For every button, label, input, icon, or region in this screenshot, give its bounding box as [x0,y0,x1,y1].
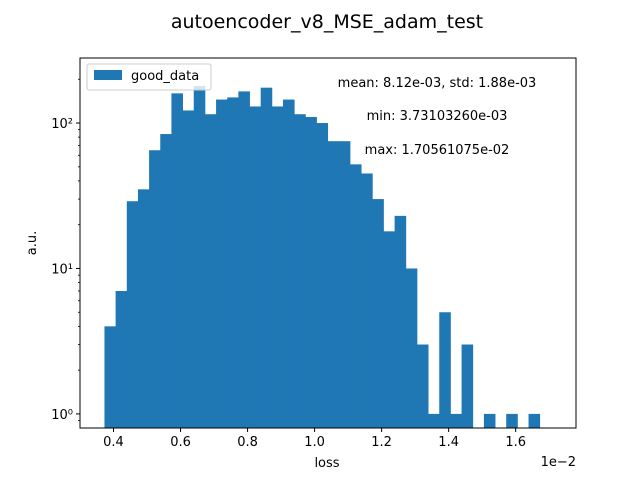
histogram-bar [461,344,474,428]
legend-swatch [94,70,122,80]
chart-title: autoencoder_v8_MSE_adam_test [171,11,483,33]
x-axis-label: loss [314,456,339,471]
histogram-bar [405,268,418,428]
histogram-bar [416,344,429,428]
x-axis-offset-label: 1e−2 [541,455,576,470]
histogram-bar [349,164,362,428]
legend: good_data [86,63,212,91]
histogram-bar [160,134,172,429]
histogram-bar [137,189,150,428]
histogram-bar [238,91,250,429]
y-axis-ticks: 10⁰ 10¹ 10² [51,78,80,423]
histogram-bar [528,413,541,428]
histogram-bar [394,215,407,428]
histogram-bar [506,413,518,428]
histogram-bar [283,99,295,428]
y-tick-label: 10⁰ [51,408,73,423]
y-tick-label: 10² [51,117,73,132]
legend-label: good_data [131,69,199,84]
histogram-bar [305,117,317,428]
histogram-bars [104,85,541,429]
y-tick-label: 10¹ [51,262,73,277]
histogram-bar [182,110,195,428]
x-tick-label: 1.0 [304,435,325,450]
histogram-bar [361,173,373,428]
histogram-bar [439,312,451,428]
histogram-bar [260,87,273,428]
histogram-bar [227,97,239,429]
histogram-bar [316,123,329,428]
histogram-bar [204,114,217,429]
stats-min: min: 3.73103260e-03 [367,109,508,124]
histogram-bar [338,141,351,428]
x-tick-label: 0.6 [170,435,191,450]
histogram-bar [126,201,139,428]
histogram-bar [149,150,161,429]
plot-frame [79,57,577,429]
x-tick-label: 1.2 [371,435,392,450]
histogram-bar [383,231,396,428]
x-axis-ticks: 0.4 0.6 0.8 1.0 1.2 1.4 1.6 [103,428,526,450]
stats-max: max: 1.70561075e-02 [365,143,510,158]
histogram-bar [294,114,306,429]
histogram-bar [271,106,284,429]
x-tick-label: 1.6 [505,435,526,450]
histogram-bar [327,141,340,428]
histogram-bar [115,291,128,428]
histogram-bar [104,326,117,428]
histogram-bar [483,413,496,428]
histogram-bar [171,93,183,428]
x-tick-label: 0.4 [103,435,124,450]
histogram-bar [450,413,462,428]
y-axis-label: a.u. [25,231,40,255]
stats-mean-std: mean: 8.12e-03, std: 1.88e-03 [338,76,537,91]
histogram-bar [216,99,228,428]
histogram-bar [249,106,262,429]
histogram-bar [193,85,206,428]
x-tick-label: 1.4 [438,435,459,450]
x-tick-label: 0.8 [237,435,258,450]
histogram-bar [372,199,384,428]
histogram-bar [428,413,440,428]
